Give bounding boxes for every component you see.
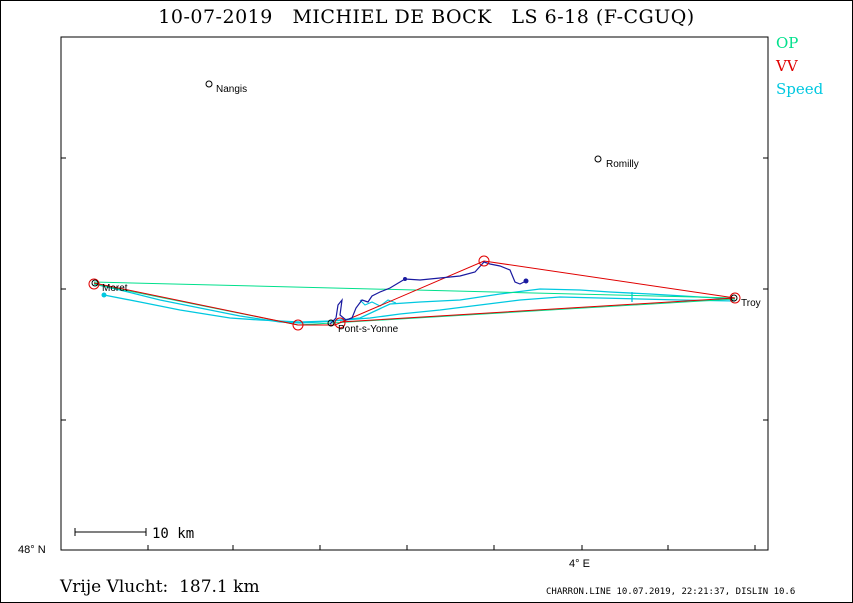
town-marker-romilly — [594, 155, 602, 163]
town-label-troyes: Troy — [741, 298, 761, 309]
op-line — [93, 281, 736, 299]
turnpoint-troyes — [729, 292, 741, 304]
speed-track — [93, 283, 736, 324]
lat-label: 48° N — [18, 544, 46, 556]
speed-track-2 — [103, 288, 736, 323]
right-ticks — [763, 157, 768, 421]
track-dot — [403, 277, 407, 281]
turnpoint-4 — [478, 255, 490, 267]
turnpoint-2 — [292, 319, 304, 331]
scale-label: 10 km — [152, 526, 194, 542]
town-label-pont: Pont-s-Yonne — [338, 324, 399, 335]
legend-op: OP — [776, 34, 799, 52]
bottom-ticks — [147, 545, 756, 550]
gps-track — [329, 261, 527, 325]
left-ticks — [61, 157, 66, 551]
speed-dot — [101, 292, 107, 298]
town-label-nangis: Nangis — [216, 84, 247, 95]
scale-bar — [74, 528, 147, 536]
lon-label: 4° E — [569, 558, 590, 570]
plot-frame — [60, 36, 769, 551]
legend-speed: Speed — [776, 80, 824, 98]
town-label-romilly: Romilly — [606, 159, 639, 170]
software-label: CHARRON.LINE 10.07.2019, 22:21:37, DISLI… — [546, 587, 796, 597]
distance-label: Vrije Vlucht: 187.1 km — [60, 577, 260, 597]
town-marker-pont — [327, 319, 335, 327]
speed-track-3 — [359, 299, 397, 307]
vv-line — [93, 260, 736, 326]
legend-vv: VV — [776, 57, 798, 75]
town-marker-nangis — [205, 80, 213, 88]
town-marker-troyes — [730, 294, 738, 302]
flight-title: 10-07-2019 MICHIEL DE BOCK LS 6-18 (F-CG… — [158, 6, 695, 28]
turnpoint-moret — [88, 278, 100, 290]
track-dot-2 — [523, 278, 529, 284]
town-label-moret: Moret — [102, 283, 128, 294]
turnpoint-pont — [334, 317, 346, 329]
town-marker-moret — [91, 279, 99, 287]
